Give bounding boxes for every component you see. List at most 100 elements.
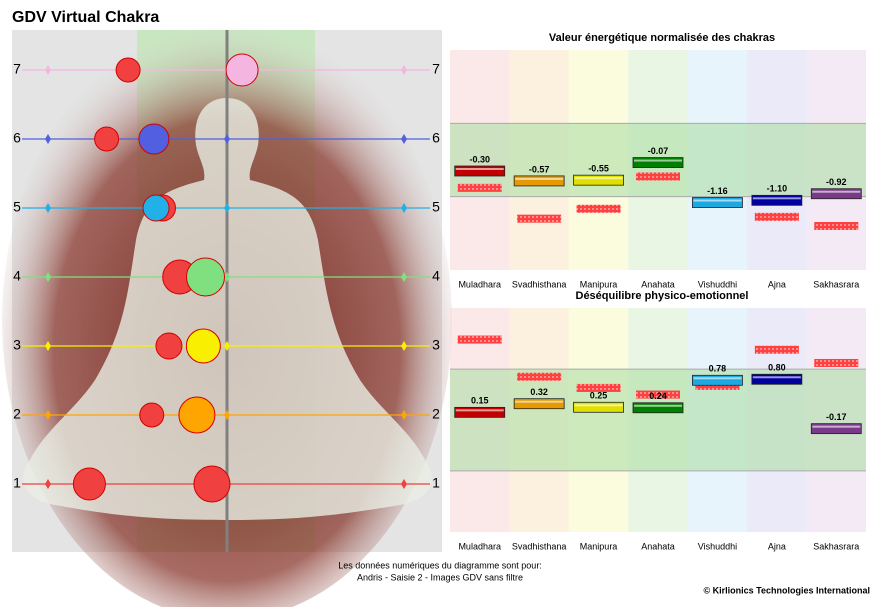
category-label: Sakhasrara: [813, 541, 859, 551]
level-shine: [752, 197, 801, 200]
row-diamond: [224, 410, 230, 420]
red-circle: [94, 126, 120, 152]
row-diamond: [224, 272, 230, 282]
value-label: -0.57: [529, 164, 550, 174]
reference-marker: [636, 172, 680, 181]
level-marker: [692, 197, 743, 208]
level-shine: [515, 177, 564, 180]
row-label: 3: [13, 337, 21, 353]
level-marker: [692, 374, 743, 386]
level-marker: [751, 373, 803, 385]
reference-marker: [517, 372, 562, 381]
value-label: 0.78: [709, 364, 727, 374]
value-label: 0.24: [649, 391, 667, 401]
row-label: 7: [13, 61, 21, 77]
reference-marker: [814, 358, 859, 367]
value-label: -1.16: [707, 186, 728, 196]
reference-marker: [457, 183, 502, 192]
level-marker: [513, 175, 565, 187]
row-diamond: [401, 272, 407, 282]
chart-title: Déséquilibre physico-emotionnel: [576, 290, 749, 302]
chakra-map: [2, 20, 452, 607]
normal-band: [450, 369, 866, 471]
reference-marker: [814, 222, 859, 230]
level-shine: [574, 404, 623, 407]
value-label: -0.55: [588, 164, 609, 174]
level-shine: [515, 400, 564, 403]
category-label: Muladhara: [458, 541, 501, 551]
row-diamond: [401, 134, 407, 144]
reference-marker: [754, 212, 799, 221]
row-label: 3: [432, 337, 440, 353]
level-shine: [574, 177, 623, 180]
level-marker: [573, 401, 624, 413]
row-label: 7: [432, 61, 440, 77]
row-label: 2: [13, 406, 21, 422]
category-label: Svadhisthana: [512, 279, 567, 289]
level-shine: [752, 376, 801, 379]
value-label: -0.30: [469, 154, 490, 164]
row-diamond: [45, 410, 51, 420]
level-marker: [454, 165, 506, 177]
value-label: -0.07: [648, 146, 669, 156]
chakra-circle: [138, 123, 170, 155]
category-label: Vishuddhi: [698, 541, 737, 551]
row-label: 6: [432, 130, 440, 146]
level-shine: [634, 159, 682, 162]
chakra-circle: [142, 194, 170, 222]
level-marker: [632, 157, 684, 168]
value-label: -0.17: [826, 412, 847, 422]
red-circle: [115, 57, 141, 83]
level-shine: [634, 404, 682, 407]
level-marker: [454, 406, 506, 418]
row-diamond: [401, 479, 407, 489]
value-label: -1.10: [767, 184, 788, 194]
value-label: -0.92: [826, 177, 847, 187]
value-label: 0.25: [590, 391, 608, 401]
category-label: Anahata: [641, 279, 675, 289]
category-label: Ajna: [768, 541, 786, 551]
row-diamond: [401, 410, 407, 420]
level-marker: [810, 188, 862, 200]
row-diamond: [224, 134, 230, 144]
row-label: 1: [432, 475, 440, 491]
reference-marker: [695, 381, 740, 390]
row-diamond: [45, 341, 51, 351]
row-diamond: [401, 65, 407, 75]
footer-note: Les données numériques du diagramme sont…: [338, 560, 542, 570]
category-label: Ajna: [768, 279, 786, 289]
copyright: © Kirlionics Technologies International: [704, 585, 871, 595]
value-label: 0.80: [768, 363, 786, 373]
chakra-circle: [225, 53, 259, 87]
row-label: 4: [13, 268, 21, 284]
red-circle: [139, 402, 165, 428]
row-label: 1: [13, 475, 21, 491]
chakra-circle: [178, 396, 216, 434]
level-shine: [455, 168, 504, 170]
row-label: 5: [13, 199, 21, 215]
row-label: 5: [432, 199, 440, 215]
row-diamond: [401, 341, 407, 351]
reference-marker: [754, 345, 799, 354]
category-label: Muladhara: [458, 279, 501, 289]
category-label: Anahata: [641, 541, 675, 551]
footer-source: Andris - Saisie 2 - Images GDV sans filt…: [357, 572, 523, 582]
row-diamond: [45, 134, 51, 144]
chakra-circle: [186, 257, 225, 297]
row-diamond: [45, 272, 51, 282]
category-label: Manipura: [580, 541, 618, 551]
chart-title: Valeur énergétique normalisée des chakra…: [549, 32, 775, 44]
level-shine: [455, 409, 504, 412]
level-marker: [513, 398, 565, 410]
chakra-circle: [185, 328, 221, 364]
level-shine: [693, 377, 742, 380]
row-diamond: [401, 203, 407, 213]
row-diamond: [45, 65, 51, 75]
value-label: 0.15: [471, 396, 489, 406]
category-label: Manipura: [580, 279, 618, 289]
level-marker: [573, 174, 624, 186]
row-diamond: [45, 203, 51, 213]
level-marker: [632, 402, 684, 414]
reference-marker: [517, 214, 562, 223]
